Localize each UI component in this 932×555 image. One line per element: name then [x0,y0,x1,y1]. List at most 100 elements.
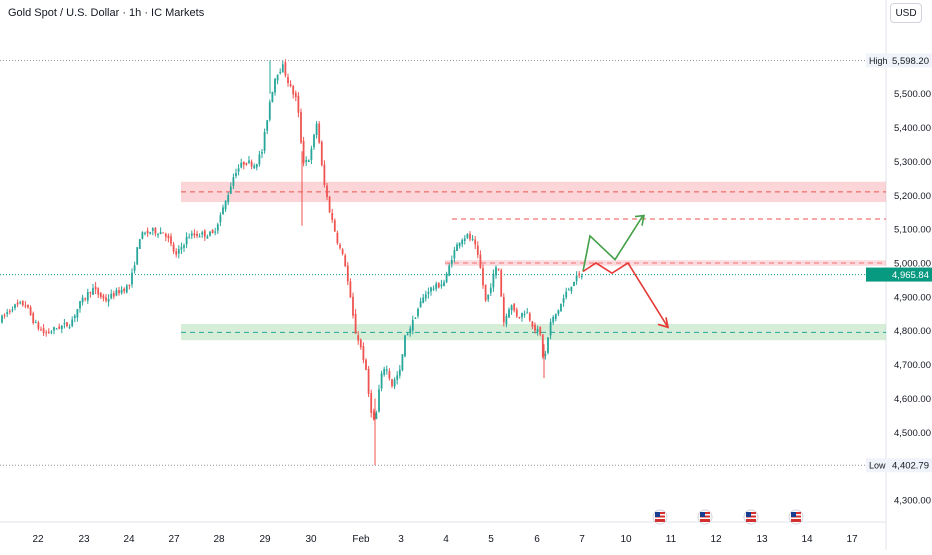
candle-body [424,294,427,299]
candle-body [58,326,61,329]
bullish-arrow-head [634,214,645,226]
candle-body [240,162,243,168]
candle-body [157,234,159,236]
currency-button[interactable]: USD [890,3,922,23]
candle-body [482,268,484,286]
candle-body [118,290,120,294]
us-flag-icon [697,509,713,525]
candle-body [203,230,206,237]
candle-body [47,331,50,333]
y-tick-label: 4,800.00 [894,326,931,337]
candle-body [320,141,323,166]
candle-body [209,231,211,236]
x-tick-label: 28 [213,534,225,545]
candle-body [81,297,84,303]
candle-body [21,301,24,306]
candle-body [414,317,417,319]
y-tick-label: 4,600.00 [894,394,931,405]
candle-body [432,288,435,290]
candle-body [193,233,196,236]
candle-body [469,233,471,240]
candle-body [307,160,310,162]
candle-body [42,328,45,333]
candle-body [219,215,222,223]
candle-body [55,328,58,330]
candle-body [536,328,539,333]
candle-body [235,172,237,177]
candle-body [575,275,578,281]
candle-body [388,371,391,379]
candle-body [144,232,146,234]
resistance-band [445,260,886,266]
y-tick-label: 5,000.00 [894,259,931,270]
candle-body [261,151,263,154]
candle-body [110,293,113,299]
candle-body [287,77,289,84]
candle-body [557,310,560,314]
x-tick-label: 6 [534,534,540,545]
candle-body [211,229,214,234]
candle-body [292,86,295,95]
candle-body [393,379,396,387]
candle-body [534,324,536,331]
candle-body [318,123,321,143]
candle-body [128,284,131,286]
candle-body [289,84,292,86]
candle-body [315,123,318,136]
candle-body [515,309,518,317]
candle-body [3,314,6,316]
candle-body [73,315,76,318]
candle-body [242,161,245,165]
candle-body [430,287,432,292]
candle-body [151,228,154,231]
candle-body [406,334,409,336]
candle-body [1,315,3,323]
low-badge-value: 4,402.79 [892,461,929,472]
high-badge-value: 5,598.20 [892,56,929,67]
candle-body [245,162,248,165]
candle-body [297,95,300,113]
flag-canton [655,512,660,517]
candle-body [271,91,274,103]
candle-body [479,254,482,268]
candle-body [294,92,297,98]
x-tick-label: 11 [666,534,677,545]
candle-body [263,131,266,151]
y-tick-label: 5,200.00 [894,191,931,202]
candle-body [133,265,136,271]
candle-body [505,316,508,325]
candle-body [331,213,334,220]
flag-canton [746,512,751,517]
high-badge-bg [866,53,932,68]
candle-body [185,236,188,245]
candle-body [146,230,149,234]
candle-body [32,313,35,324]
candle-body [172,244,175,252]
candle-body [541,334,544,357]
us-flag-icon [743,509,759,525]
candle-body [560,303,562,312]
candle-body [552,316,555,323]
candle-body [107,298,110,302]
candle-body [411,319,414,331]
x-tick-label: 10 [620,534,632,545]
low-badge-bg [866,458,932,473]
candle-body [346,265,349,282]
candle-body [258,154,261,165]
candle-body [222,207,224,215]
flag-stripe [746,517,756,519]
candle-body [196,233,198,237]
candle-body [391,379,393,387]
candle-body [53,327,55,331]
candle-body [180,247,183,250]
candle-body [97,288,100,295]
candle-body [502,297,505,323]
candle-body [6,312,9,315]
flag-stripe [655,517,665,519]
y-tick-label: 4,900.00 [894,292,931,303]
candle-body [159,232,162,234]
candle-body [14,304,16,308]
candle-body [500,270,503,297]
